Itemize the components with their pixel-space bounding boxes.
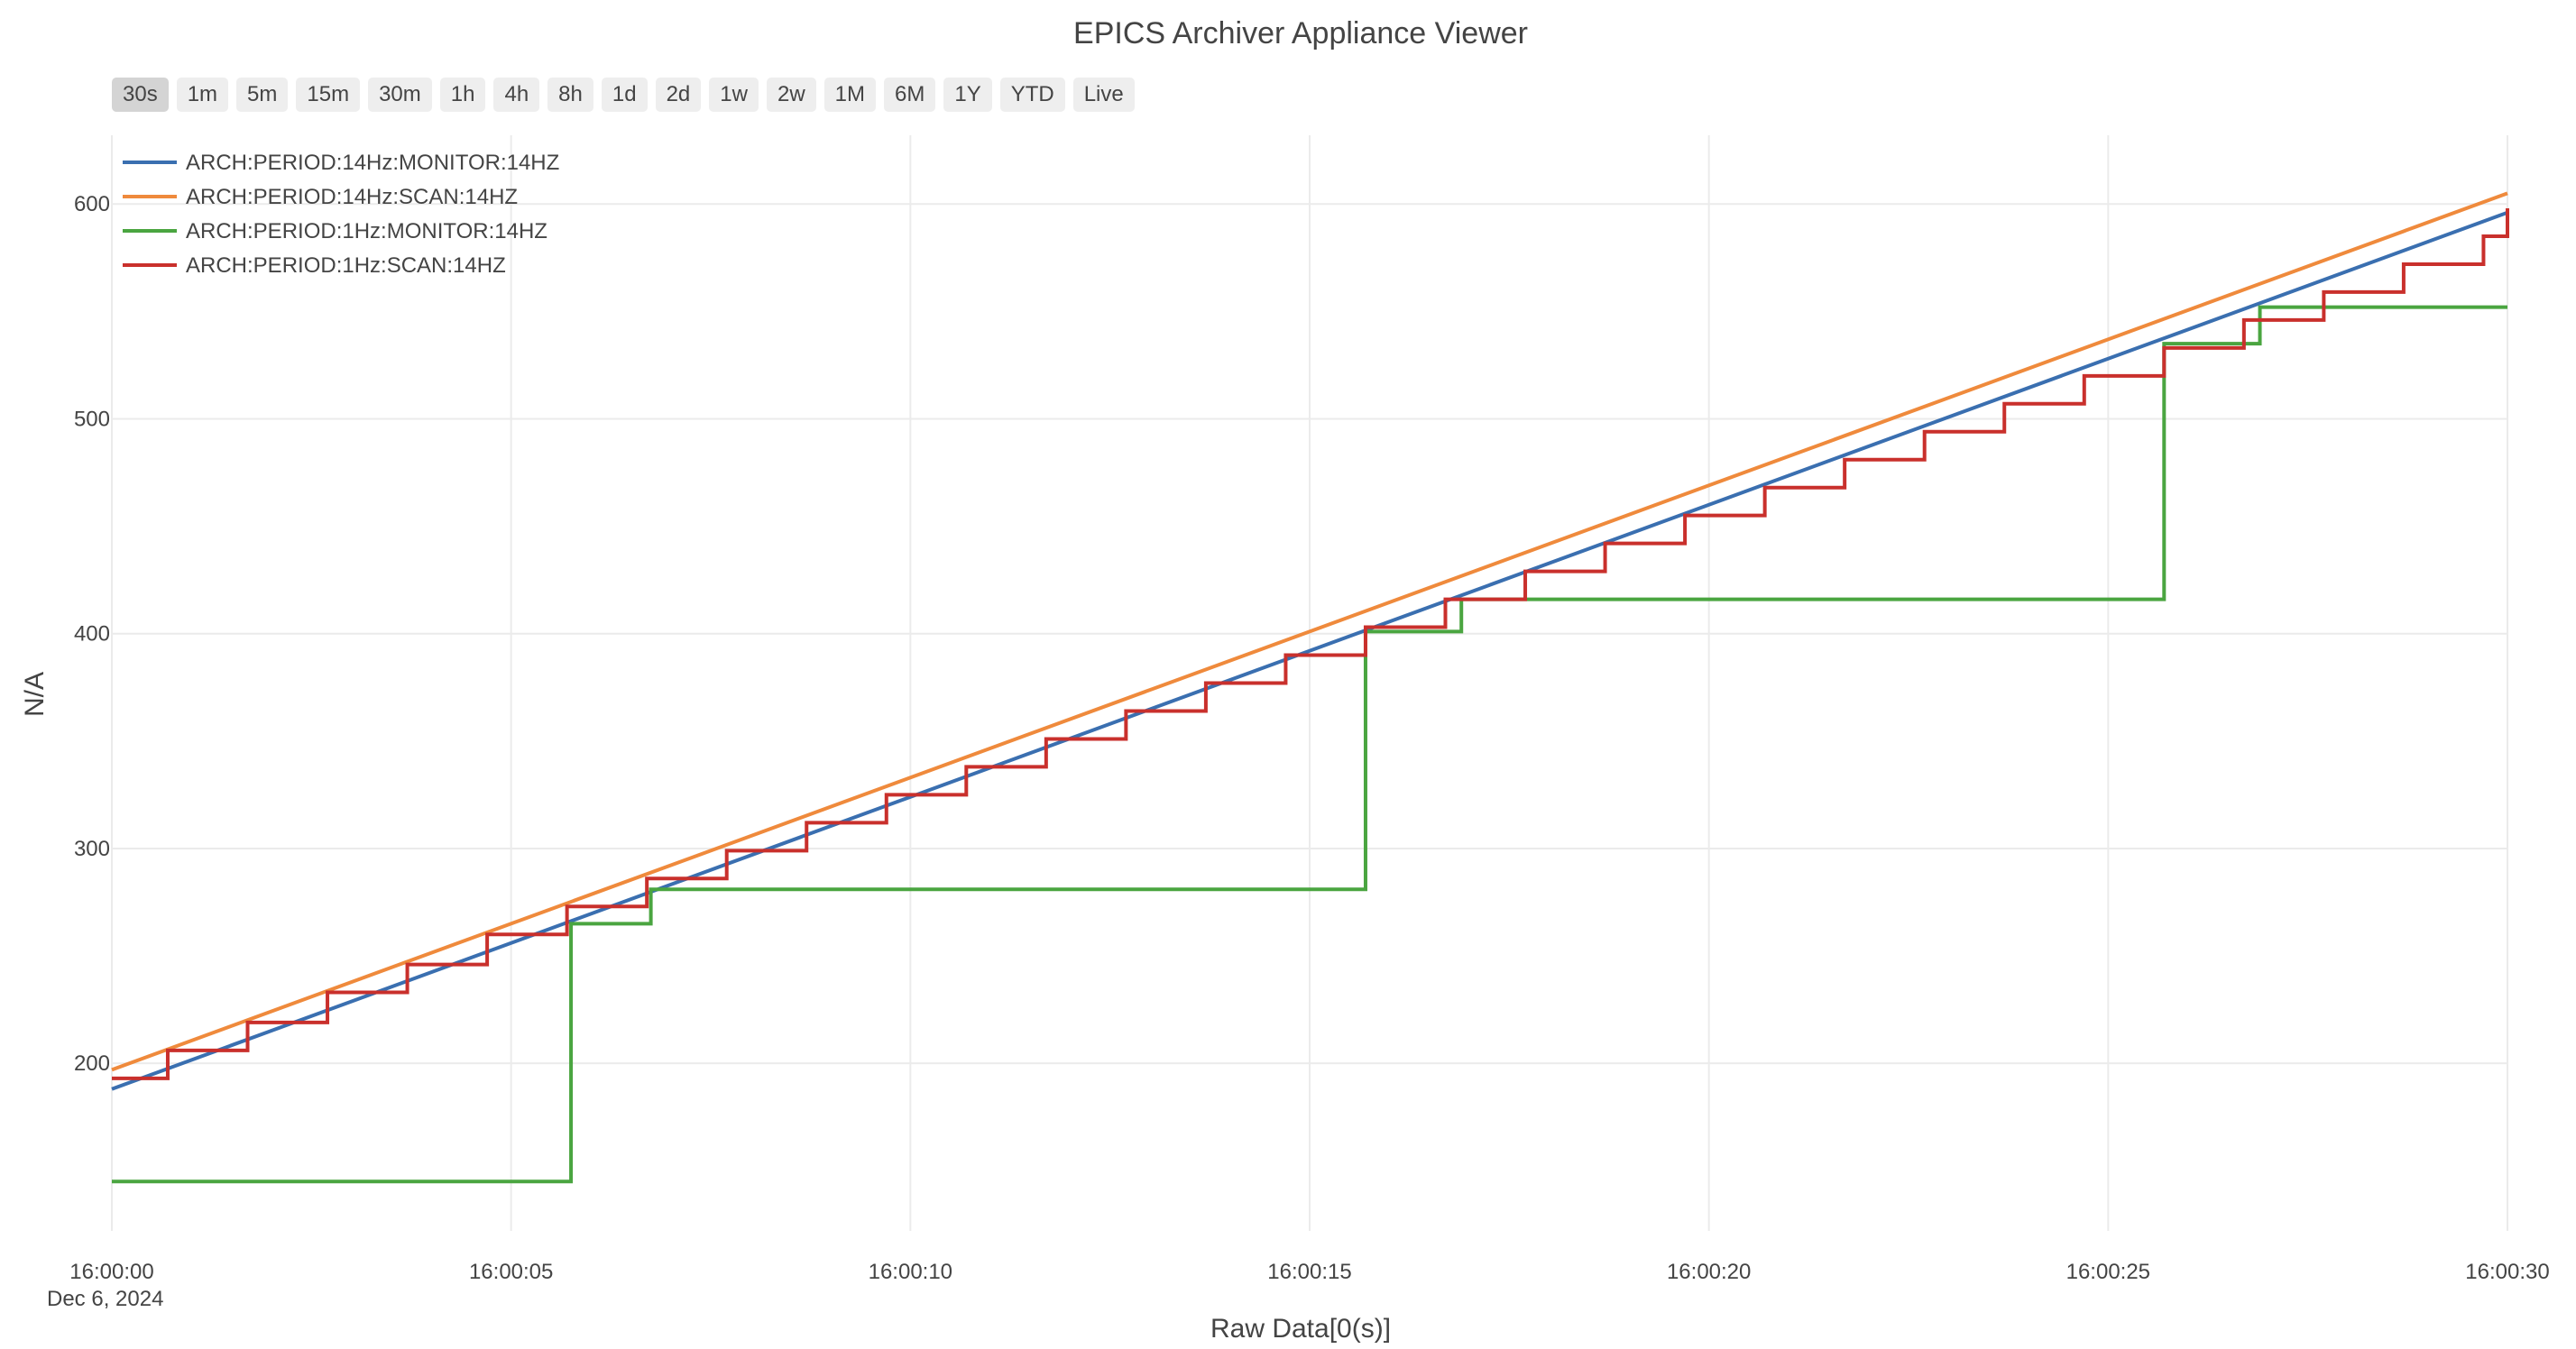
legend-item[interactable]: ARCH:PERIOD:14Hz:SCAN:14HZ	[123, 185, 518, 209]
y-tick-label: 400	[74, 622, 110, 647]
legend-label: ARCH:PERIOD:1Hz:SCAN:14HZ	[186, 253, 506, 278]
legend-label: ARCH:PERIOD:14Hz:SCAN:14HZ	[186, 185, 518, 209]
range-button-2w[interactable]: 2w	[766, 78, 816, 112]
y-axis: 200 300 400 500 600	[74, 192, 110, 1076]
series-line-2[interactable]	[111, 191, 2508, 1072]
range-button-1d[interactable]: 1d	[601, 78, 648, 112]
x-tick-label: 16:00:00	[69, 1260, 153, 1284]
y-tick-label: 600	[74, 192, 110, 216]
legend[interactable]: ARCH:PERIOD:14Hz:MONITOR:14HZ ARCH:PERIOD…	[123, 151, 559, 278]
x-tick-label: 16:00:05	[469, 1260, 553, 1284]
y-tick-label: 200	[74, 1051, 110, 1076]
plot-area[interactable]	[111, 191, 2509, 1184]
range-button-1h[interactable]: 1h	[439, 78, 486, 112]
x-date-label: Dec 6, 2024	[47, 1287, 163, 1311]
chart-title: EPICS Archiver Appliance Viewer	[1073, 16, 1528, 50]
x-axis-title: Raw Data[0(s)]	[1210, 1314, 1391, 1344]
legend-label: ARCH:PERIOD:1Hz:MONITOR:14HZ	[186, 219, 547, 243]
range-button-30s[interactable]: 30s	[112, 78, 169, 112]
range-button-1m[interactable]: 1m	[176, 78, 229, 112]
legend-item[interactable]: ARCH:PERIOD:1Hz:MONITOR:14HZ	[123, 219, 547, 243]
range-button-15m[interactable]: 15m	[296, 78, 361, 112]
legend-label: ARCH:PERIOD:14Hz:MONITOR:14HZ	[186, 151, 559, 175]
x-axis: 16:00:00 16:00:05 16:00:10 16:00:15 16:00:20…	[69, 1260, 2549, 1284]
x-tick-label: 16:00:25	[2066, 1260, 2150, 1284]
range-button-1y[interactable]: 1Y	[943, 78, 992, 112]
range-button-6m[interactable]: 6M	[884, 78, 936, 112]
range-button-ytd[interactable]: YTD	[999, 78, 1065, 112]
legend-item[interactable]: ARCH:PERIOD:14Hz:MONITOR:14HZ	[123, 151, 559, 175]
grid	[111, 135, 2508, 1231]
x-tick-label: 16:00:15	[1267, 1260, 1351, 1284]
x-tick-label: 16:00:10	[869, 1260, 952, 1284]
x-tick-label: 16:00:20	[1667, 1260, 1751, 1284]
legend-item[interactable]: ARCH:PERIOD:1Hz:SCAN:14HZ	[123, 253, 506, 278]
y-tick-label: 500	[74, 407, 110, 431]
range-selector: 30s 1m 5m 15m 30m 1h 4h 8h 1d 2d 1w 2w 1M 6M 1Y YTD Live	[112, 78, 1135, 112]
range-button-8h[interactable]: 8h	[547, 78, 593, 112]
y-axis-title: N/A	[20, 672, 50, 717]
range-button-4h[interactable]: 4h	[493, 78, 540, 112]
range-button-30m[interactable]: 30m	[368, 78, 432, 112]
y-tick-label: 300	[74, 837, 110, 861]
series-line-4[interactable]	[112, 208, 2509, 1080]
range-button-1w[interactable]: 1w	[709, 78, 759, 112]
range-button-5m[interactable]: 5m	[236, 78, 289, 112]
series-line-1[interactable]	[111, 210, 2508, 1091]
x-tick-label: 16:00:30	[2465, 1260, 2549, 1284]
range-button-1m[interactable]: 1M	[823, 78, 876, 112]
range-button-2d[interactable]: 2d	[655, 78, 702, 112]
range-button-live[interactable]: Live	[1072, 78, 1135, 112]
